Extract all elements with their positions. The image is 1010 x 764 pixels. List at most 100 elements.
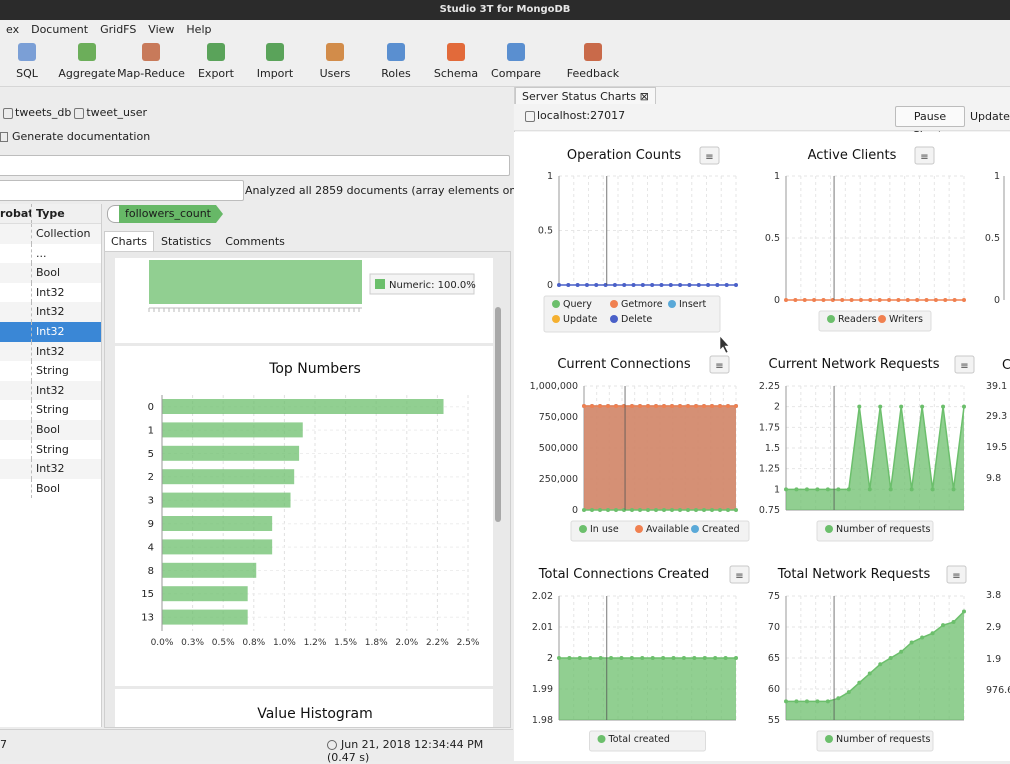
status-time-text: Jun 21, 2018 12:34:44 PM (0.47 s) (327, 738, 483, 764)
series-point (654, 508, 658, 512)
top-numbers-bar (162, 516, 272, 531)
menu-item-document[interactable]: Document (25, 20, 94, 39)
field-breadcrumb-followers-count[interactable]: followers_count (119, 205, 223, 223)
series-point (697, 283, 701, 287)
menu-item-index[interactable]: ex (0, 20, 25, 39)
series-point (706, 283, 710, 287)
series-point (678, 508, 682, 512)
field-row-probability (0, 420, 32, 440)
field-row[interactable]: String (0, 361, 101, 381)
status-chart-ytick: 500,000 (539, 443, 578, 454)
series-point (784, 699, 788, 703)
field-row[interactable]: String (0, 440, 101, 460)
partial-ytick: 3.8 (986, 590, 1001, 601)
status-chart-ytick: 0 (774, 295, 780, 306)
field-row[interactable]: Int32 (0, 381, 101, 401)
top-numbers-category: 15 (141, 589, 154, 600)
status-chart-ytick: 55 (768, 715, 780, 726)
field-search-input[interactable] (0, 180, 244, 201)
series-point (962, 610, 966, 614)
field-row-probability (0, 322, 32, 342)
column-header-type[interactable]: Type (32, 204, 65, 223)
tab-comments[interactable]: Comments (218, 231, 292, 251)
analyzed-status: Analyzed all 2859 documents (array eleme… (245, 184, 550, 197)
field-row[interactable]: Bool (0, 479, 101, 499)
field-row[interactable]: String (0, 400, 101, 420)
menu-item-view[interactable]: View (142, 20, 180, 39)
series-point (692, 656, 696, 660)
series-point (878, 405, 882, 409)
series-point (868, 487, 872, 491)
toolbar-map-reduce-button[interactable]: Map-Reduce (115, 43, 187, 80)
series-point (899, 650, 903, 654)
toolbar-label: SQL (16, 67, 38, 80)
numeric-legend-label: Numeric: 100.0% (389, 280, 476, 291)
generate-documentation-button[interactable]: Generate documentation (0, 129, 150, 145)
field-row[interactable]: Int32 (0, 459, 101, 479)
field-row[interactable]: Collection (0, 224, 101, 244)
tab-server-status-charts[interactable]: Server Status Charts ⊠ (515, 87, 656, 104)
top-numbers-category: 9 (148, 519, 154, 530)
field-row-type: Int32 (32, 381, 65, 401)
top-numbers-category: 2 (148, 472, 154, 483)
status-chart-ytick: 75 (768, 591, 780, 602)
toolbar-aggregate-button[interactable]: Aggregate (51, 43, 123, 80)
series-point (590, 404, 594, 408)
users-icon (326, 43, 344, 61)
status-chart-ytick: 2 (774, 402, 780, 413)
tab-statistics[interactable]: Statistics (154, 231, 218, 251)
top-numbers-bar (162, 539, 272, 554)
series-area-total-created (559, 658, 736, 720)
field-row[interactable]: ... (0, 244, 101, 264)
field-row[interactable]: Bool (0, 263, 101, 283)
status-chart-ytick: 2.01 (532, 622, 553, 633)
field-row[interactable]: Int32 (0, 342, 101, 362)
series-point (585, 283, 589, 287)
field-row[interactable]: Bool (0, 420, 101, 440)
field-row-type: Int32 (32, 459, 65, 479)
legend-label: Insert (679, 299, 707, 310)
series-point (815, 487, 819, 491)
legend-swatch (691, 525, 699, 533)
series-point (710, 404, 714, 408)
status-chart-title: Current Connections (557, 357, 691, 372)
series-point (805, 699, 809, 703)
field-breadcrumb-root[interactable] (107, 205, 121, 223)
breadcrumb-collection[interactable]: tweet_user (86, 106, 147, 119)
query-input[interactable] (0, 155, 510, 176)
series-point (613, 283, 617, 287)
breadcrumb-db[interactable]: tweets_db (15, 106, 71, 119)
top-numbers-bar (162, 610, 248, 625)
toolbar-compare-button[interactable]: Compare (480, 43, 552, 80)
series-point (821, 298, 825, 302)
status-chart-ytick: 1.98 (532, 715, 553, 726)
legend-swatch (552, 315, 560, 323)
close-tab-icon[interactable]: ⊠ (640, 90, 649, 103)
toolbar-feedback-button[interactable]: Feedback (557, 43, 629, 80)
column-header-probability[interactable]: robat (0, 204, 32, 223)
compare-icon (507, 43, 525, 61)
field-row[interactable]: Int32 (0, 283, 101, 303)
menu-item-help[interactable]: Help (180, 20, 217, 39)
partial-ytick: 1 (994, 171, 1000, 182)
update-button[interactable]: Update (970, 106, 1010, 127)
series-point (662, 404, 666, 408)
status-chart-ytick: 2 (547, 653, 553, 664)
series-point (836, 487, 840, 491)
tab-charts[interactable]: Charts (104, 231, 154, 251)
legend-label: Query (563, 299, 592, 310)
series-point (566, 283, 570, 287)
field-row[interactable]: Int32 (0, 322, 101, 342)
status-chart-ytick: 1.75 (759, 422, 780, 433)
series-point (878, 298, 882, 302)
legend-swatch (598, 735, 606, 743)
field-row[interactable]: Int32 (0, 302, 101, 322)
top-numbers-xtick: 2.2% (426, 638, 449, 648)
legend-label: Total created (608, 734, 670, 745)
series-point (803, 298, 807, 302)
pause-charts-button[interactable]: Pause Charts (895, 106, 965, 127)
numeric-legend-swatch (375, 279, 385, 289)
menu-item-gridfs[interactable]: GridFS (94, 20, 142, 39)
series-point (599, 656, 603, 660)
roles-icon (387, 43, 405, 61)
